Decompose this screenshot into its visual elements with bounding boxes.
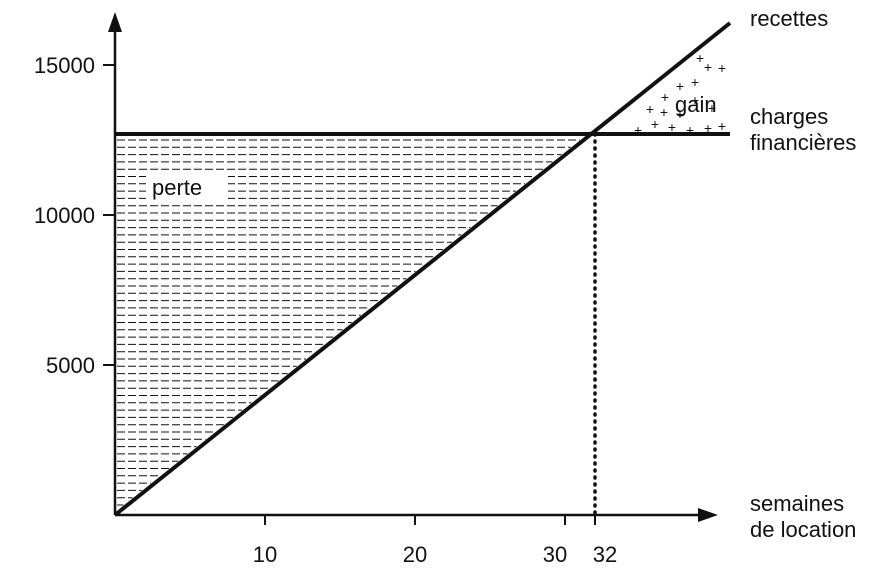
gain-plus-mark: + xyxy=(646,101,654,117)
gain-plus-mark: + xyxy=(691,74,699,90)
gain-region-marks: + + + + + +++++ ++ +++ ++ xyxy=(634,50,726,138)
gain-plus-mark: + xyxy=(660,104,668,120)
gain-plus-mark: + xyxy=(634,122,642,138)
x-axis-title: semaines xyxy=(750,491,844,516)
x-axis-title: de location xyxy=(750,517,856,542)
gain-plus-mark: + xyxy=(668,119,676,135)
series-label-charges: charges xyxy=(750,104,828,129)
x-axis-arrow xyxy=(698,508,718,522)
gain-plus-mark: + xyxy=(661,89,669,105)
gain-plus-mark: + xyxy=(704,120,712,136)
x-tick-label: 32 xyxy=(593,542,617,567)
x-tick-label: 20 xyxy=(403,542,427,567)
gain-plus-mark: + xyxy=(676,78,684,94)
gain-plus-mark: + xyxy=(696,50,704,66)
y-tick-label: 5000 xyxy=(46,353,95,378)
gain-plus-mark: + xyxy=(686,122,694,138)
x-tick-label: 10 xyxy=(253,542,277,567)
loss-region-label: perte xyxy=(152,175,202,200)
x-tick-label: 30 xyxy=(543,542,567,567)
gain-plus-mark: + xyxy=(651,116,659,132)
y-tick-label: 15000 xyxy=(34,53,95,78)
gain-plus-mark: + xyxy=(718,118,726,134)
gain-plus-mark: + xyxy=(676,106,684,122)
gain-plus-mark: + xyxy=(718,60,726,76)
y-axis-arrow xyxy=(108,12,122,32)
gain-plus-mark: + xyxy=(704,59,712,75)
gain-plus-mark: + xyxy=(691,92,699,108)
gain-region-label: gain xyxy=(675,92,717,117)
gain-plus-mark: + xyxy=(708,100,716,116)
loss-label-background xyxy=(146,170,228,204)
series-line-recettes xyxy=(113,21,732,517)
y-tick-label: 10000 xyxy=(34,203,95,228)
series-label-charges: financières xyxy=(750,130,856,155)
series-label-recettes: recettes xyxy=(750,6,828,31)
